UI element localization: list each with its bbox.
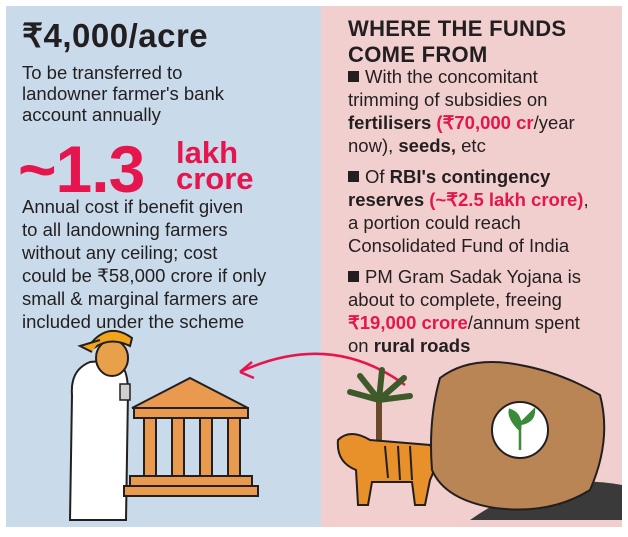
cost-desc-line: to all landowning farmers	[22, 219, 228, 240]
item2-line: reserves (~₹2.5 lakh crore),	[348, 189, 589, 210]
cost-desc-line: without any ceiling; cost	[22, 242, 218, 263]
cost-desc-line: included under the scheme	[22, 311, 245, 332]
headline-desc-line: To be transferred to	[22, 62, 183, 83]
unit-lakh: lakh	[176, 135, 239, 170]
annual-cost-unit: lakh crore	[176, 135, 254, 196]
annual-cost-value: ~1.3	[18, 132, 145, 206]
item3-line: on rural roads	[348, 335, 471, 356]
bullet-square-icon	[348, 171, 359, 182]
item1-line: trimming of subsidies on	[348, 89, 548, 110]
item2-line: Consolidated Fund of India	[348, 235, 570, 256]
cost-desc-line: could be ₹58,000 crore if only	[22, 265, 267, 286]
farmer-illustration	[68, 330, 134, 521]
bank-building-illustration	[123, 376, 259, 497]
unit-crore: crore	[176, 161, 254, 196]
left-panel	[6, 6, 321, 527]
heading-line: COME FROM	[348, 42, 488, 67]
item2-line: a portion could reach	[348, 212, 521, 233]
cost-desc-line: Annual cost if benefit given	[22, 196, 244, 217]
heading-line: WHERE THE FUNDS	[348, 16, 567, 41]
headline-desc-line: account annually	[22, 104, 161, 125]
funds-heading: WHERE THE FUNDS COME FROM	[348, 16, 566, 68]
bullet-square-icon	[348, 271, 359, 282]
per-acre-amount: ₹4,000/acre	[22, 17, 209, 54]
item3-line: ₹19,000 crore/annum spent	[348, 312, 580, 333]
item1-line: With the concomitant	[348, 66, 538, 87]
item3-line: PM Gram Sadak Yojana is	[348, 266, 581, 287]
seed-sack-illustration	[430, 360, 606, 511]
item1-line: now), seeds, etc	[348, 135, 486, 156]
item1-line: fertilisers (₹70,000 cr/year	[348, 112, 575, 133]
arrow-illustration	[239, 352, 406, 387]
bullet-square-icon	[348, 71, 359, 82]
tiger-illustration	[336, 433, 436, 506]
headline-desc-line: landowner farmer's bank	[22, 83, 224, 104]
item3-line: about to complete, freeing	[348, 289, 562, 310]
cost-desc-line: small & marginal farmers are	[22, 288, 259, 309]
item2-line: Of RBI's contingency	[348, 166, 550, 187]
